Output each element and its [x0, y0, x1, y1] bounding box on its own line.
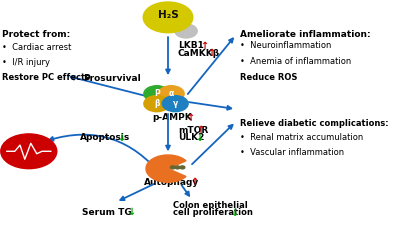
- Text: •  Neuroinflammation: • Neuroinflammation: [240, 41, 331, 50]
- Text: •  Anemia of inflammation: • Anemia of inflammation: [240, 57, 351, 66]
- Text: Ameliorate inflammation:: Ameliorate inflammation:: [240, 30, 371, 39]
- Circle shape: [144, 96, 170, 112]
- Text: ↑: ↑: [196, 125, 204, 135]
- Text: mTOR: mTOR: [178, 126, 208, 135]
- Circle shape: [144, 86, 170, 102]
- Text: P: P: [154, 89, 160, 98]
- Text: •  I/R injury: • I/R injury: [2, 58, 50, 67]
- Circle shape: [143, 2, 193, 33]
- Text: Serum TG: Serum TG: [82, 208, 132, 217]
- Text: α: α: [168, 89, 174, 98]
- Text: •  Vascular inflammation: • Vascular inflammation: [240, 148, 344, 156]
- Text: •  Cardiac arrest: • Cardiac arrest: [2, 43, 71, 52]
- Text: CaMKKβ: CaMKKβ: [178, 49, 220, 58]
- Text: H₂S: H₂S: [158, 10, 178, 20]
- Text: ↓: ↓: [230, 208, 238, 217]
- Text: Colon epithelial: Colon epithelial: [173, 201, 248, 210]
- Circle shape: [180, 166, 185, 169]
- Text: ↑: ↑: [190, 177, 198, 187]
- Text: ↑: ↑: [200, 41, 208, 51]
- Text: Prosurvival: Prosurvival: [83, 74, 141, 83]
- Text: ↑: ↑: [186, 113, 194, 123]
- Text: LKB1: LKB1: [178, 41, 204, 50]
- Circle shape: [162, 96, 188, 112]
- Circle shape: [158, 86, 184, 102]
- Circle shape: [1, 134, 57, 169]
- Circle shape: [175, 166, 180, 169]
- Text: β: β: [154, 99, 160, 108]
- Circle shape: [170, 166, 175, 169]
- Text: γ: γ: [172, 99, 178, 108]
- Text: Apoptosis: Apoptosis: [80, 133, 130, 142]
- Wedge shape: [146, 155, 186, 182]
- Text: •  Renal matrix accumulation: • Renal matrix accumulation: [240, 133, 363, 142]
- Text: Restore PC effects: Restore PC effects: [2, 73, 90, 82]
- Text: ↑: ↑: [207, 48, 215, 58]
- Text: Autophagy: Autophagy: [144, 178, 199, 187]
- Text: ULK2: ULK2: [178, 133, 204, 142]
- Text: ↓: ↓: [117, 133, 125, 143]
- Text: p-AMPK: p-AMPK: [152, 113, 192, 122]
- Text: cell proliferation: cell proliferation: [173, 208, 253, 217]
- Text: Reduce ROS: Reduce ROS: [240, 73, 297, 82]
- Text: Relieve diabetic complications:: Relieve diabetic complications:: [240, 119, 389, 128]
- Text: ↓: ↓: [127, 207, 135, 217]
- Text: ↓: ↓: [195, 133, 203, 143]
- Circle shape: [175, 24, 197, 38]
- Text: Protect from:: Protect from:: [2, 30, 70, 39]
